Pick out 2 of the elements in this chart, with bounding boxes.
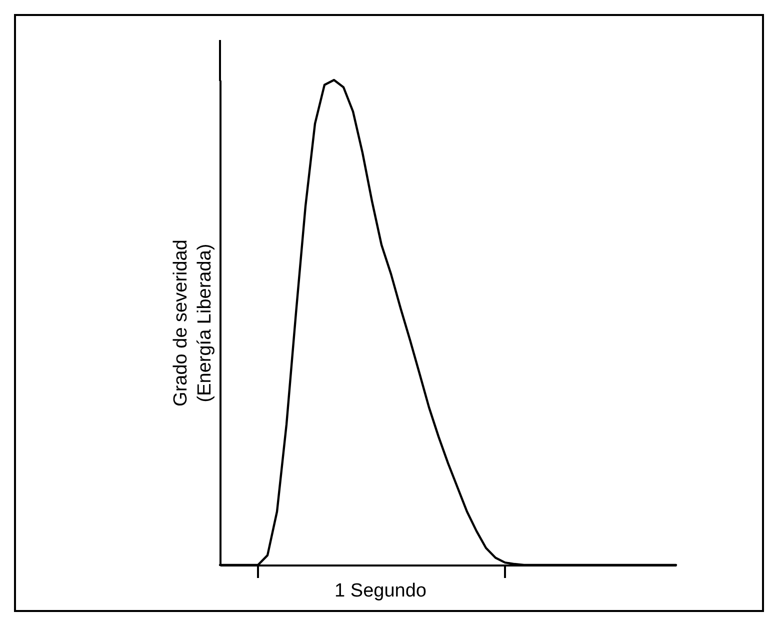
x-axis-title: 1 Segundo: [334, 580, 426, 602]
y-axis-title: Grado de severidad (Energía Liberada): [170, 240, 216, 406]
